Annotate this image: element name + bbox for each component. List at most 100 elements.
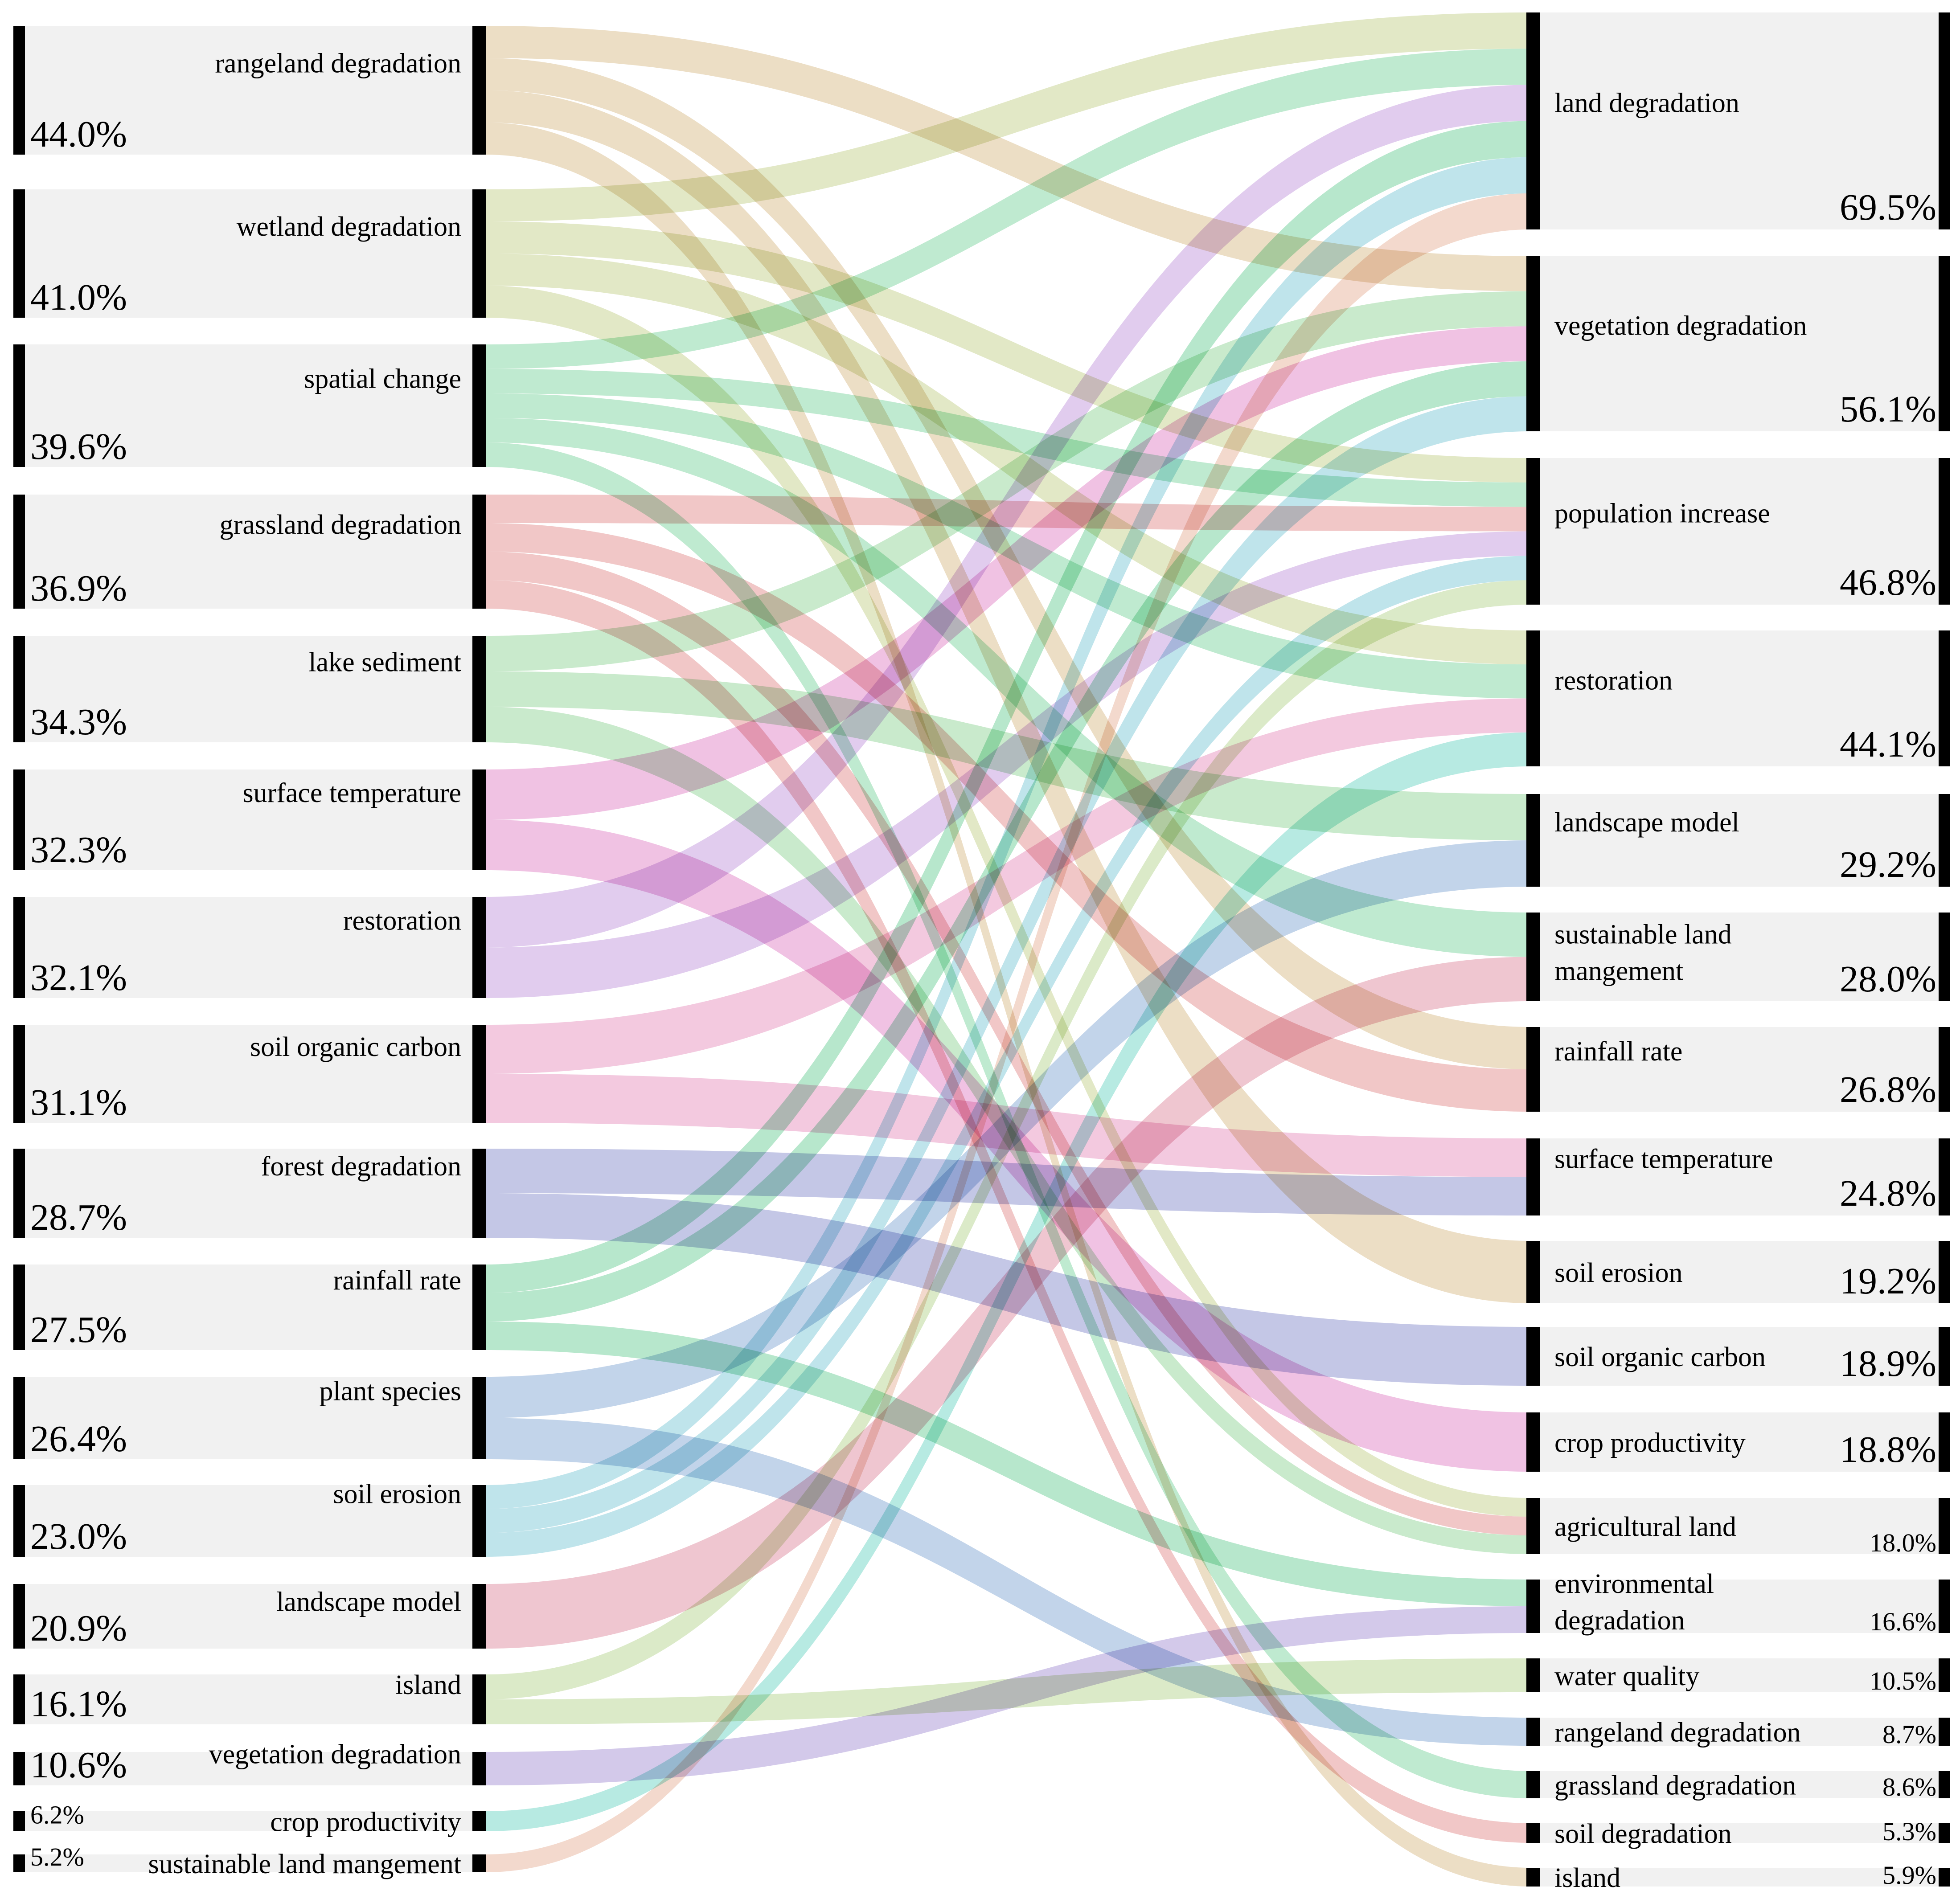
flow-soil-erosion-to-land-degradation <box>486 157 1531 1509</box>
right-node-crop-productivity <box>1530 1412 1950 1472</box>
right-node-label: restoration <box>1554 666 1673 696</box>
right-node-bar <box>1526 1498 1540 1554</box>
right-node-surface-temperature <box>1530 1138 1950 1215</box>
right-node-label: rangeland degradation <box>1554 1718 1801 1748</box>
left-node-bar <box>472 1265 486 1350</box>
right-node-label: landscape model <box>1554 807 1739 838</box>
left-nodes <box>13 26 475 1872</box>
right-node-label-line: degradation <box>1554 1605 1685 1636</box>
right-node-bar <box>1526 12 1540 229</box>
flow-rainfall-rate-to-environmental-degradation <box>486 1322 1531 1606</box>
left-node-percent: 32.3% <box>30 829 127 871</box>
right-node-soil-degradation <box>1530 1823 1950 1843</box>
left-node-label: forest degradation <box>261 1151 461 1182</box>
left-node-forest-degradation <box>13 1149 475 1238</box>
right-node-labels: land degradation 69.5% vegetation degradat… <box>1554 88 1936 1894</box>
right-node-percent: 24.8% <box>1840 1173 1936 1214</box>
right-node-outer-bar <box>1939 1027 1950 1112</box>
right-node-outer-bar <box>1939 458 1950 605</box>
left-node-label: wetland degradation <box>237 212 461 242</box>
left-node-grassland-degradation <box>13 495 475 609</box>
right-node-bar <box>1526 1658 1540 1692</box>
left-node-percent: 44.0% <box>30 114 127 155</box>
right-node-outer-bar <box>1939 1718 1950 1746</box>
right-node-outer-bar <box>1939 1580 1950 1633</box>
right-node-outer-bar <box>1939 1241 1950 1303</box>
right-node-label: surface temperature <box>1554 1144 1773 1175</box>
right-node-label: environmental degradation <box>1554 1569 1714 1636</box>
left-node-percent: 23.0% <box>30 1516 127 1557</box>
flow-rainfall-rate-to-land-degradation <box>486 121 1531 1293</box>
right-node-land-degradation <box>1530 12 1950 229</box>
right-node-label: crop productivity <box>1554 1428 1746 1458</box>
left-node-label: surface temperature <box>242 778 461 808</box>
right-node-label-line: sustainable land <box>1554 920 1732 950</box>
left-node-outer-bar <box>13 189 25 318</box>
left-node-crop-productivity <box>13 1811 475 1831</box>
right-node-percent: 18.8% <box>1840 1429 1936 1470</box>
right-node-label: vegetation degradation <box>1554 311 1807 341</box>
left-node-plant-species <box>13 1377 475 1459</box>
left-node-percent: 10.6% <box>30 1744 127 1786</box>
left-node-percent: 5.2% <box>30 1842 84 1871</box>
right-node-percent: 46.8% <box>1840 562 1936 603</box>
right-node-percent: 5.9% <box>1882 1861 1936 1890</box>
left-node-percent: 32.1% <box>30 957 127 999</box>
left-node-label: landscape model <box>276 1587 461 1617</box>
left-node-label: soil organic carbon <box>250 1032 461 1062</box>
left-node-outer-bar <box>13 1752 25 1785</box>
left-node-outer-bar <box>13 495 25 609</box>
right-node-bar <box>1526 1868 1540 1887</box>
left-node-outer-bar <box>13 1854 25 1872</box>
right-node-label: rainfall rate <box>1554 1036 1682 1067</box>
right-node-outer-bar <box>1939 913 1950 1001</box>
flow-plant-species-to-rangeland-degradation <box>486 1418 1531 1746</box>
left-node-soil-erosion <box>13 1485 475 1557</box>
right-node-outer-bar <box>1939 12 1950 229</box>
right-node-outer-bar <box>1939 1868 1950 1887</box>
left-node-bar <box>472 1752 486 1785</box>
right-node-agricultural-land <box>1530 1498 1950 1554</box>
left-node-percent: 26.4% <box>30 1418 127 1460</box>
right-node-percent: 8.6% <box>1882 1772 1936 1801</box>
right-nodes <box>1530 12 1950 1887</box>
right-node-percent: 18.0% <box>1870 1528 1936 1557</box>
left-node-outer-bar <box>13 1674 25 1724</box>
right-node-percent: 8.7% <box>1882 1720 1936 1749</box>
right-node-vegetation-degradation <box>1530 256 1950 431</box>
left-node-vegetation-degradation <box>13 1752 475 1785</box>
left-node-percent: 27.5% <box>30 1309 127 1351</box>
flow-soil-organic-carbon-to-restoration <box>486 698 1531 1074</box>
right-node-bars <box>1526 12 1950 1887</box>
left-node-spatial-change <box>13 344 475 467</box>
left-node-percent: 20.9% <box>30 1608 127 1649</box>
left-node-percent: 34.3% <box>30 701 127 743</box>
left-node-label: sustainable land mangement <box>148 1849 461 1879</box>
right-node-percent: 26.8% <box>1840 1069 1936 1110</box>
left-node-outer-bar <box>13 344 25 467</box>
left-node-percent: 28.7% <box>30 1197 127 1238</box>
right-node-label: agricultural land <box>1554 1512 1736 1542</box>
flow-grassland-degradation-to-rainfall-rate <box>486 523 1531 1112</box>
left-node-label: restoration <box>343 906 461 936</box>
right-node-percent: 19.2% <box>1840 1260 1936 1302</box>
right-node-percent: 29.2% <box>1840 844 1936 885</box>
left-node-outer-bar <box>13 769 25 870</box>
right-node-soil-organic-carbon <box>1530 1327 1950 1386</box>
left-node-lake-sediment <box>13 636 475 742</box>
left-node-label: plant species <box>319 1376 461 1407</box>
right-node-bar <box>1526 1412 1540 1472</box>
left-node-surface-temperature <box>13 769 475 870</box>
left-node-percent: 41.0% <box>30 277 127 318</box>
right-node-bar <box>1526 1138 1540 1215</box>
flow-wetland-degradation-to-restoration <box>486 254 1531 665</box>
right-node-label: land degradation <box>1554 88 1739 119</box>
right-node-water-quality <box>1530 1658 1950 1692</box>
right-node-outer-bar <box>1939 1412 1950 1472</box>
left-node-wetland-degradation <box>13 189 475 318</box>
right-node-percent: 28.0% <box>1840 958 1936 1000</box>
left-node-bar <box>472 26 486 155</box>
right-node-outer-bar <box>1939 1498 1950 1554</box>
right-node-bar <box>1526 256 1540 431</box>
